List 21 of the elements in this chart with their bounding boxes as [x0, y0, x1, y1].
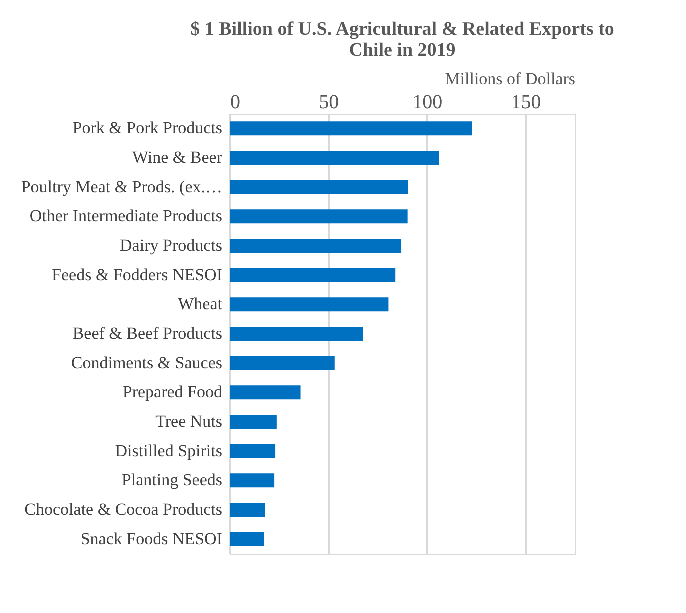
y-tick-label: Condiments & Sauces	[71, 353, 222, 372]
x-axis-title: Millions of Dollars	[445, 70, 576, 88]
y-tick-label: Chocolate & Cocoa Products	[24, 500, 222, 519]
y-tick-label: Wheat	[178, 294, 223, 314]
y-tick-label: Wine & Beer	[132, 148, 223, 167]
y-tick-label: Tree Nuts	[156, 412, 222, 431]
y-tick-label: Poultry Meat & Prods. (ex.…	[21, 177, 222, 196]
y-tick-label: Pork & Pork Products	[72, 118, 222, 138]
x-tick-label: 50	[319, 92, 340, 114]
y-tick-label: Planting Seeds	[122, 470, 222, 490]
x-tick-label: 150	[511, 92, 542, 114]
y-tick-label: Other Intermediate Products	[30, 206, 222, 226]
y-tick-label: Distilled Spirits	[115, 441, 222, 460]
y-tick-label: Feeds & Fodders NESOI	[52, 265, 223, 284]
x-tick-label: 100	[412, 92, 443, 114]
y-tick-label: Dairy Products	[120, 236, 222, 255]
chart-title: $ 1 Billion of U.S. Agricultural & Related Exports to Chile in 2019	[190, 19, 614, 61]
x-tick-label: 0	[230, 92, 240, 114]
y-tick-label: Snack Foods NESOI	[80, 529, 223, 548]
y-tick-label: Prepared Food	[122, 382, 223, 402]
y-tick-label: Beef & Beef Products	[72, 324, 222, 343]
